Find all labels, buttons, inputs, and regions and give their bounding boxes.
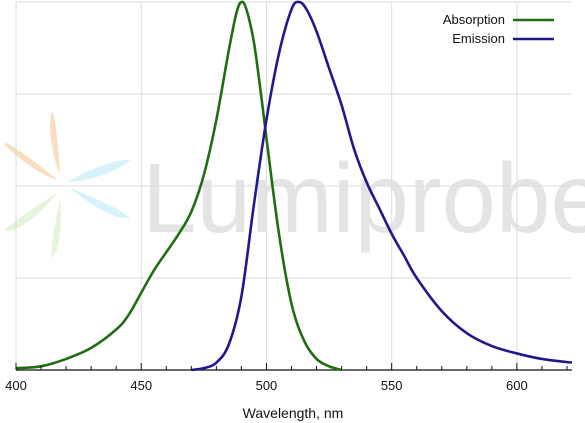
x-tick-label: 450 xyxy=(130,378,152,393)
x-tick-label: 550 xyxy=(381,378,403,393)
x-tick-label: 500 xyxy=(256,378,278,393)
grid xyxy=(16,1,572,371)
watermark-text: Lumiprobe xyxy=(142,143,585,253)
x-axis-title: Wavelength, nm xyxy=(243,405,344,421)
series-layer xyxy=(15,0,573,372)
x-tick-label: 400 xyxy=(5,378,27,393)
lumiprobe-logo-icon xyxy=(4,112,130,258)
plot-frame xyxy=(15,2,572,371)
legend-label: Emission xyxy=(452,31,505,46)
series-line-absorption xyxy=(15,0,342,372)
series-line-emission xyxy=(191,0,573,372)
x-axis: 400 450 500 550 600 xyxy=(5,363,568,393)
watermark: Lumiprobe xyxy=(4,112,585,258)
x-tick-label: 600 xyxy=(506,378,528,393)
legend-label: Absorption xyxy=(443,12,505,27)
legend: Absorption Emission xyxy=(443,12,554,46)
